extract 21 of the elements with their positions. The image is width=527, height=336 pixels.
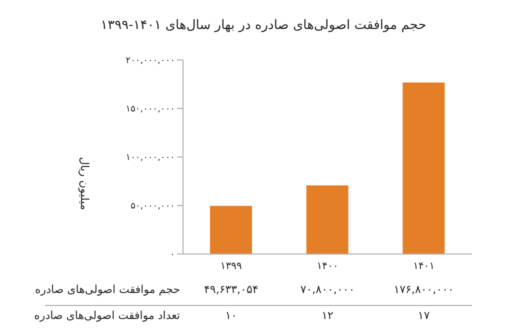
text: ۱۷	[416, 309, 431, 322]
x-tick-label: ۱۴۰۰	[316, 261, 338, 272]
y-tick-label: ۱۵۰,۰۰۰,۰۰۰	[126, 104, 175, 115]
text: حجم موافقت اصولی‌های صادره	[35, 283, 180, 296]
y-tick-label: ۲۰۰,۰۰۰,۰۰۰	[126, 56, 175, 66]
y-tick-label: ۰	[170, 250, 175, 260]
bar	[210, 206, 252, 254]
text: ۱۲	[320, 309, 334, 322]
chart-title: حجم موافقت اصولی‌های صادره در بهار سال‌های ۱۴۰۱-۱۳۹۹	[100, 18, 428, 33]
y-tick-label: ۱۰۰,۰۰۰,۰۰۰	[126, 153, 175, 164]
x-tick-label: ۱۳۹۹	[220, 261, 242, 272]
text: تعداد موافقت اصولی‌های صادره	[34, 309, 180, 322]
y-axis-title: میلیون ریال	[78, 157, 92, 210]
y-tick-label: ۵۰,۰۰۰,۰۰۰	[130, 202, 175, 212]
x-tick-label: ۱۴۰۱	[413, 261, 435, 272]
text: ۱۰	[224, 309, 238, 322]
data-label: ۴۹,۶۳۳,۰۵۴	[203, 283, 260, 296]
bar	[402, 82, 445, 254]
bar	[306, 185, 348, 254]
data-label: ۷۰,۸۰۰,۰۰۰	[299, 283, 356, 296]
data-label: ۱۷۶,۸۰۰,۰۰۰	[392, 283, 455, 296]
